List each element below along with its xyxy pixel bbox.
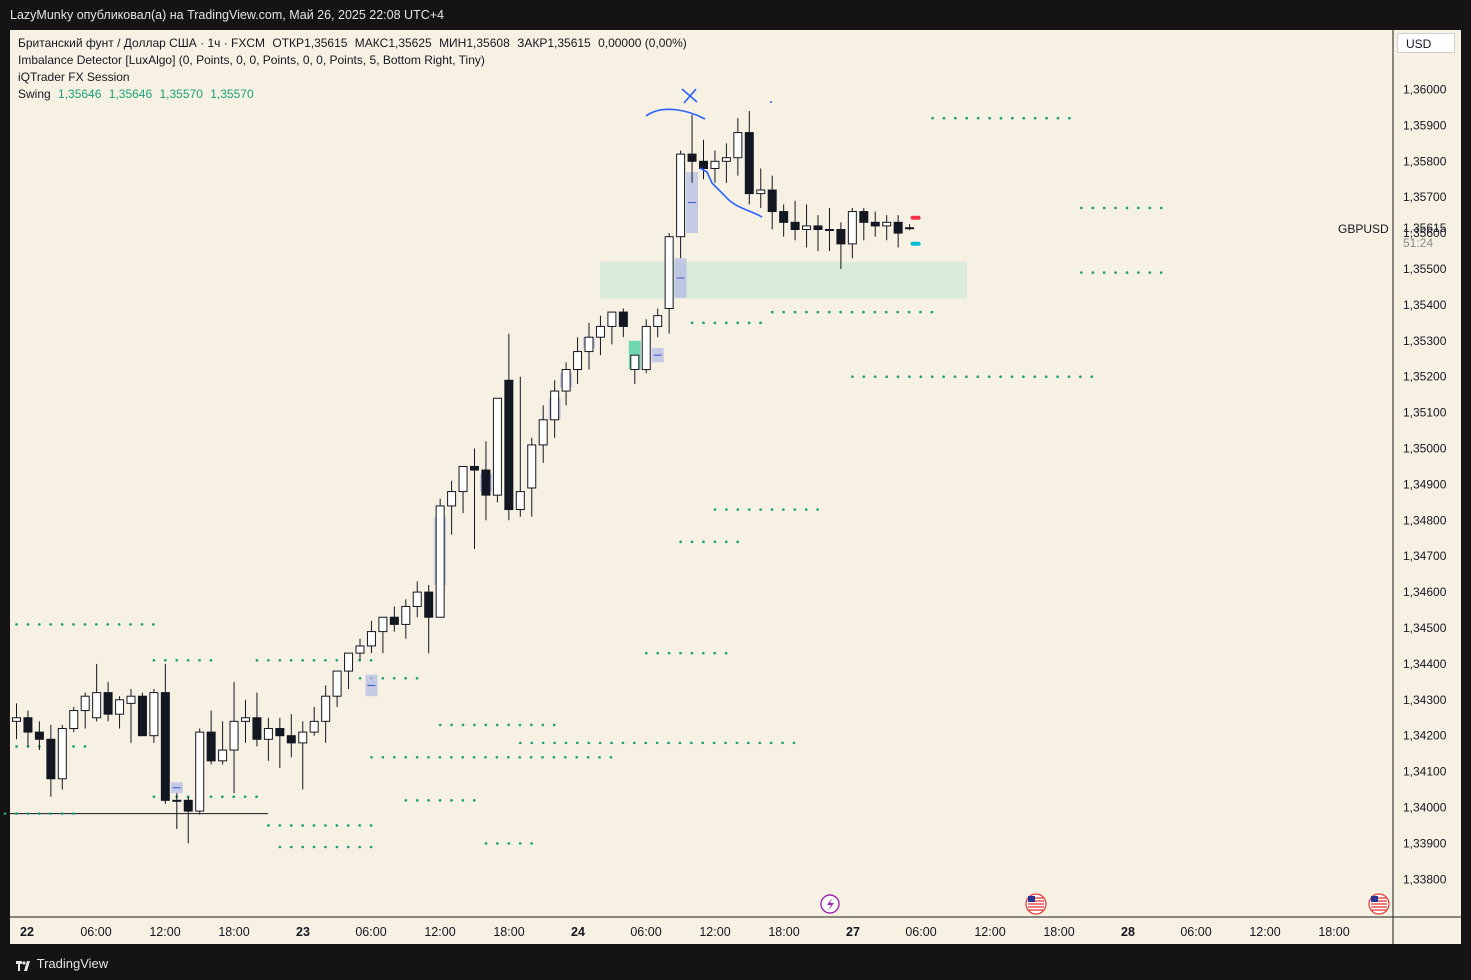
footer: TradingView xyxy=(0,944,1471,980)
legend-indicator-imbalance[interactable]: Imbalance Detector [LuxAlgo] (0, Points,… xyxy=(18,53,485,67)
legend-change: 0,00000 (0,00%) xyxy=(598,36,687,50)
swing-value: 1,35646 xyxy=(108,87,153,101)
swing-value: 1,35646 xyxy=(58,87,102,101)
legend-symbol-row[interactable]: Британский фунт / Доллар США · 1ч · FXCM… xyxy=(18,35,691,52)
tradingview-brand: TradingView xyxy=(36,956,109,972)
bar-countdown: 51:24 xyxy=(1403,236,1434,250)
current-price-label: 1,35615 xyxy=(1403,221,1447,235)
legend-low: МИН1,35608 xyxy=(439,36,510,50)
currency-selector[interactable]: USD xyxy=(1397,33,1455,53)
legend-indicator-swing[interactable]: Swing 1,35646 1,35646 1,35570 1,35570 xyxy=(18,86,691,103)
chart-panel[interactable] xyxy=(10,30,1461,944)
symbol-tag: GBPUSD xyxy=(1338,222,1389,236)
swing-label: Swing xyxy=(18,87,51,101)
legend-close: ЗАКР1,35615 xyxy=(517,36,591,50)
legend-symbol[interactable]: Британский фунт / Доллар США · 1ч · FXCM xyxy=(18,36,266,50)
legend-indicator-session[interactable]: iQTrader FX Session xyxy=(18,70,130,84)
swing-value: 1,35570 xyxy=(159,87,203,101)
tradingview-logo-icon xyxy=(16,959,30,971)
legend-high: МАКС1,35625 xyxy=(354,36,432,50)
legend-open: ОТКР1,35615 xyxy=(272,36,348,50)
chart-legend: Британский фунт / Доллар США · 1ч · FXCM… xyxy=(18,35,691,103)
publisher-text: LazyMunky опубликовал(а) на TradingView.… xyxy=(10,8,444,22)
publisher-bar: LazyMunky опубликовал(а) на TradingView.… xyxy=(0,0,1471,30)
tradingview-logo[interactable]: TradingView xyxy=(16,955,108,971)
swing-value: 1,35570 xyxy=(210,87,254,101)
